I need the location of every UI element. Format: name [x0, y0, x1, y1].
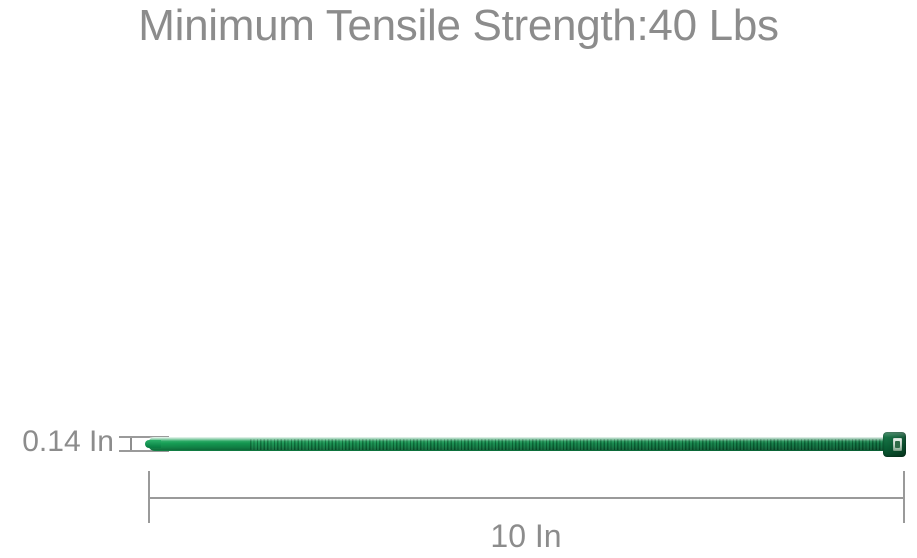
cable-tie-teeth [250, 439, 888, 450]
cable-tie-graphic [145, 430, 909, 460]
length-tick-right [903, 471, 905, 523]
width-extension-line-top [119, 436, 169, 438]
page-title: Minimum Tensile Strength:40 Lbs [138, 1, 779, 50]
length-dimension-line [150, 497, 904, 499]
width-dimension-arrow [130, 438, 132, 450]
length-tick-left [148, 471, 150, 523]
width-dimension-label: 0.14 In [22, 425, 114, 458]
width-extension-line-bottom [119, 450, 169, 452]
width-dimension-bracket [119, 430, 169, 456]
cable-tie-head-slot-inner [895, 441, 900, 448]
cable-tie-tip [145, 440, 161, 448]
length-dimension-label: 10 In [490, 518, 562, 554]
